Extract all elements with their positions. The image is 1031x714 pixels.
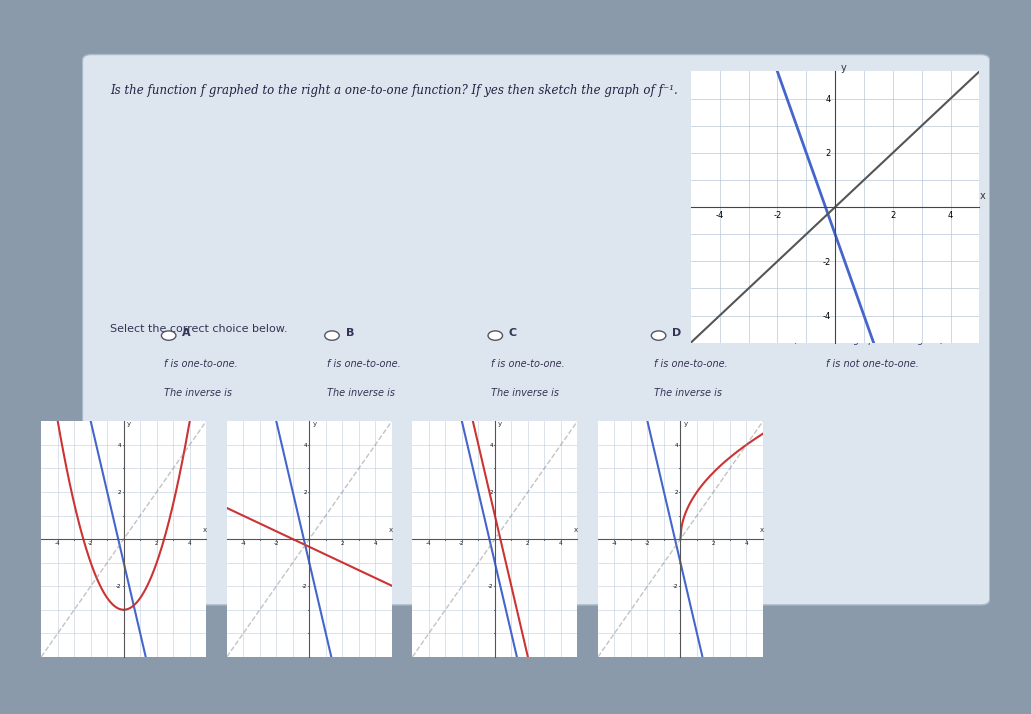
Circle shape: [162, 331, 176, 341]
Text: y: y: [498, 421, 502, 427]
Text: The inverse is: The inverse is: [654, 388, 722, 398]
Text: A: A: [182, 328, 191, 338]
Text: f is not one-to-one.: f is not one-to-one.: [827, 359, 920, 369]
Text: x: x: [979, 191, 986, 201]
Text: x: x: [574, 527, 578, 533]
Text: C: C: [509, 328, 517, 338]
Text: E: E: [844, 328, 853, 338]
Text: y: y: [841, 64, 846, 74]
Text: The inverse is: The inverse is: [328, 388, 396, 398]
Circle shape: [824, 331, 838, 341]
Text: f is one-to-one.: f is one-to-one.: [491, 359, 565, 369]
Text: f is one-to-one.: f is one-to-one.: [328, 359, 401, 369]
Text: f is one-to-one.: f is one-to-one.: [164, 359, 238, 369]
Text: (Click on the graph to enlarge it.): (Click on the graph to enlarge it.): [794, 336, 944, 345]
Text: y: y: [684, 421, 688, 427]
Text: y: y: [312, 421, 317, 427]
Text: Select the correct choice below.: Select the correct choice below.: [109, 324, 288, 334]
Circle shape: [652, 331, 666, 341]
Text: x: x: [203, 527, 207, 533]
FancyBboxPatch shape: [82, 54, 990, 605]
Circle shape: [325, 331, 339, 341]
Text: B: B: [345, 328, 354, 338]
Text: x: x: [389, 527, 393, 533]
Text: D: D: [672, 328, 681, 338]
Text: The inverse is: The inverse is: [164, 388, 232, 398]
Text: The inverse is: The inverse is: [491, 388, 559, 398]
Text: Is the function f graphed to the right a one-to-one function? If yes then sketch: Is the function f graphed to the right a…: [109, 84, 677, 97]
Text: x: x: [760, 527, 764, 533]
Text: y: y: [127, 421, 131, 427]
Circle shape: [488, 331, 502, 341]
Text: f is one-to-one.: f is one-to-one.: [654, 359, 728, 369]
